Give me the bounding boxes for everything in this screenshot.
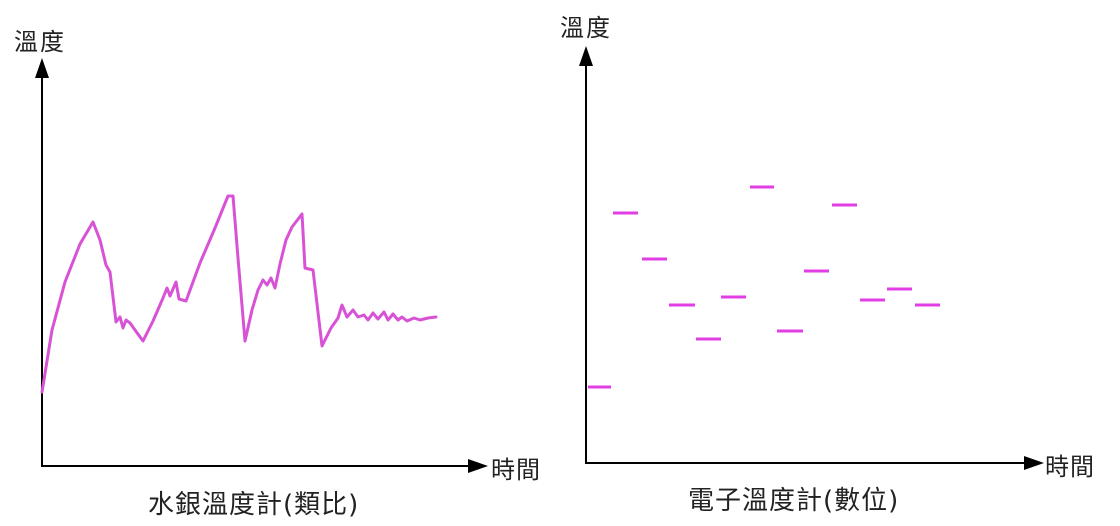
- left-x-axis-arrow-icon: [468, 459, 488, 473]
- right-x-axis-label: 時間: [1045, 453, 1095, 481]
- analog-temperature-curve: [40, 194, 438, 394]
- left-y-axis-label: 溫度: [14, 28, 66, 56]
- right-y-axis-label: 溫度: [560, 14, 612, 42]
- right-axes: [579, 46, 1044, 470]
- left-caption: 水銀溫度計(類比): [148, 490, 360, 520]
- right-x-axis-arrow-icon: [1024, 456, 1044, 470]
- left-axes: [35, 58, 488, 473]
- digital-reading-steps: [588, 185, 940, 389]
- left-x-axis-label: 時間: [491, 456, 541, 484]
- right-y-axis-arrow-icon: [579, 46, 593, 66]
- right-caption: 電子溫度計(數位): [688, 486, 900, 516]
- left-y-axis-arrow-icon: [35, 58, 49, 78]
